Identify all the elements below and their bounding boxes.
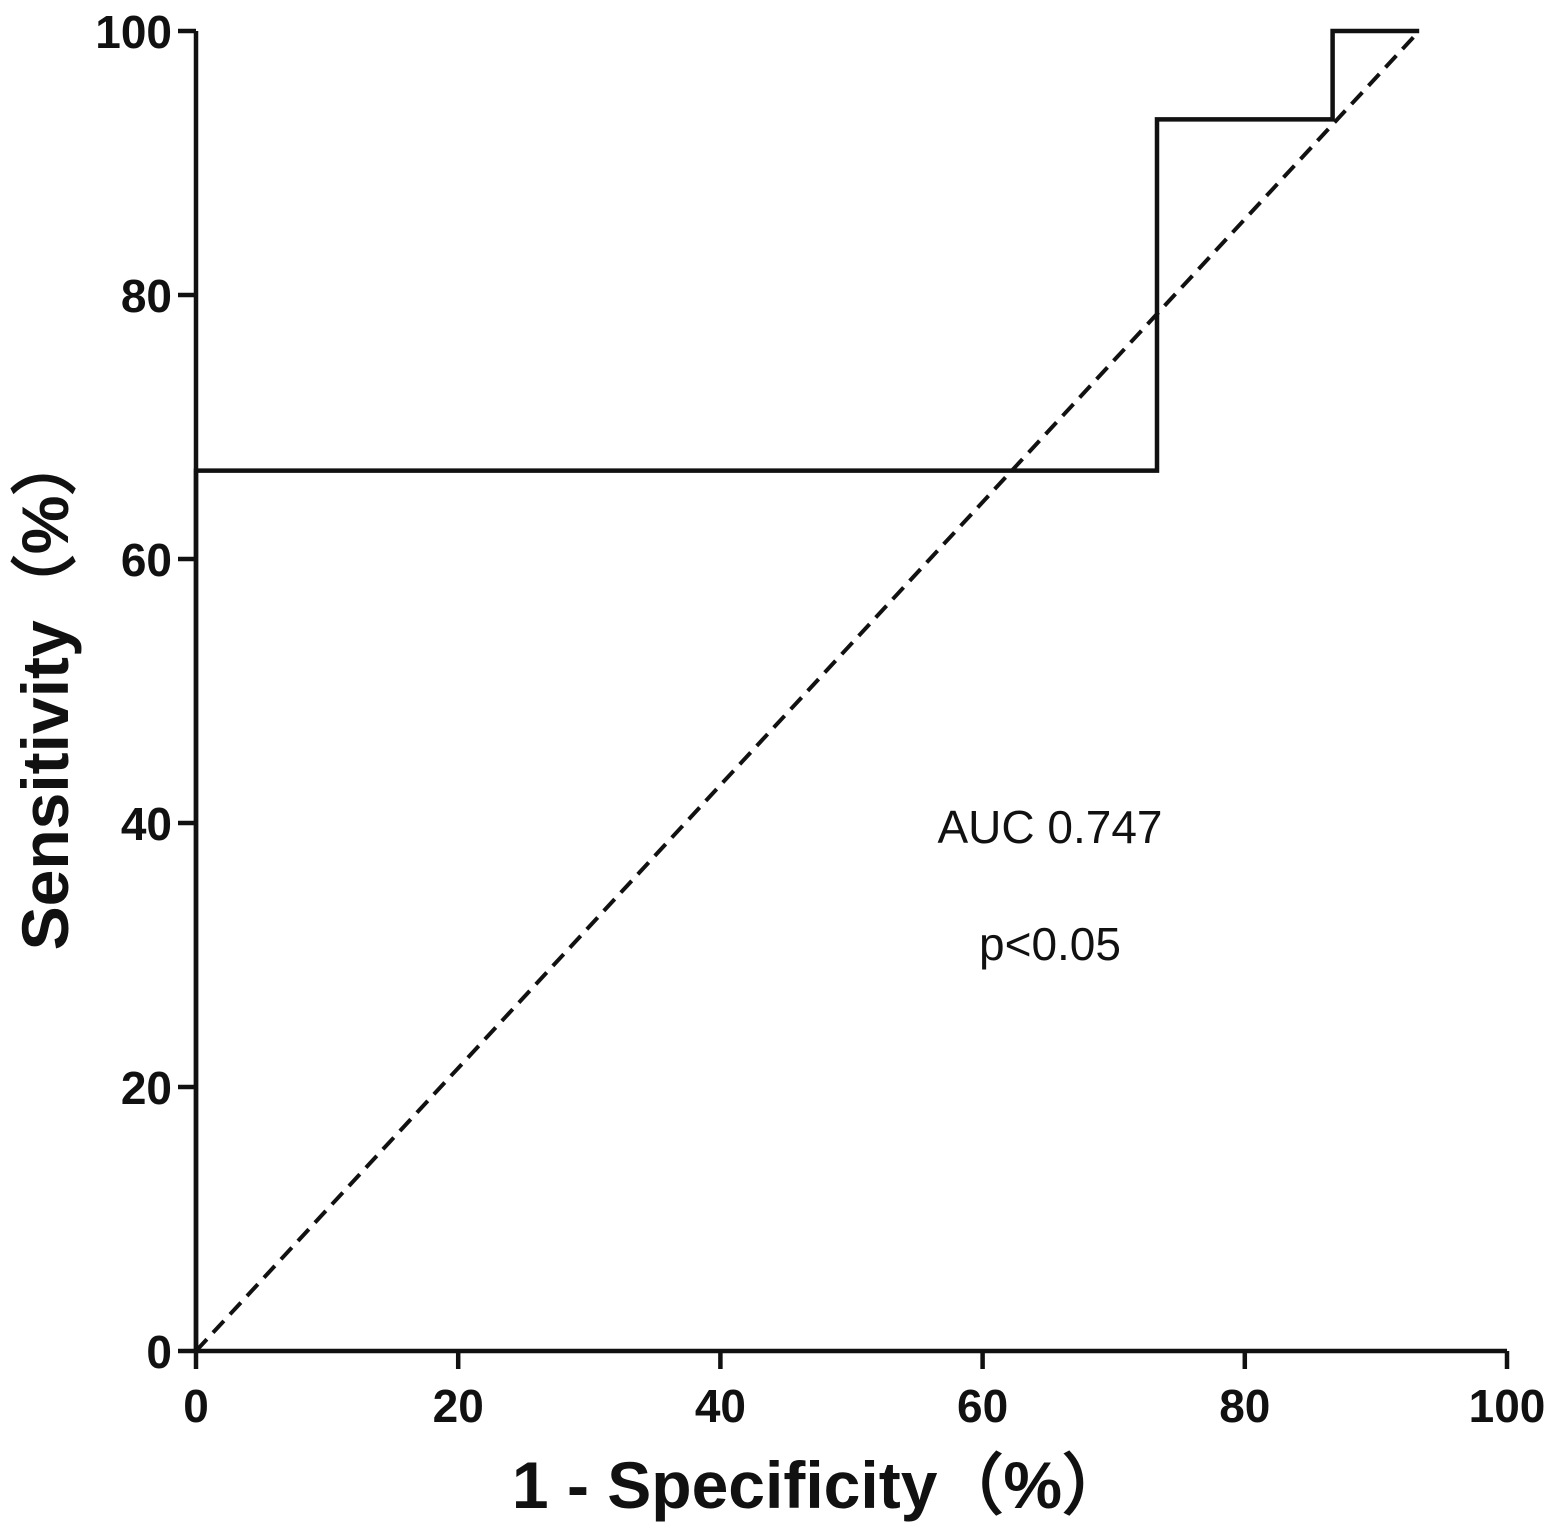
y-axis-title: Sensitivity（%）	[8, 430, 82, 951]
axes: 0 20 40 60 80 100 0 20 40 60 80 100	[95, 6, 1545, 1432]
x-tick-label: 60	[957, 1380, 1008, 1432]
x-axis-title: 1 - Specificity（%）	[512, 1448, 1128, 1522]
y-tick-label: 40	[121, 798, 172, 850]
x-tick-label: 20	[433, 1380, 484, 1432]
y-tick-label: 60	[121, 534, 172, 586]
y-tick-label: 100	[95, 6, 172, 58]
y-tick-label: 20	[121, 1062, 172, 1114]
x-tick-label: 100	[1469, 1380, 1546, 1432]
x-tick-label: 80	[1219, 1380, 1270, 1432]
auc-annotation: AUC 0.747	[937, 801, 1162, 853]
reference-diagonal-line	[194, 29, 1421, 1353]
x-tick-label: 0	[183, 1380, 209, 1432]
y-tick-label: 80	[121, 270, 172, 322]
p-value-annotation: p<0.05	[979, 918, 1121, 970]
y-tick-label: 0	[146, 1326, 172, 1378]
plot-area	[193, 28, 1421, 1353]
x-tick-label: 40	[695, 1380, 746, 1432]
